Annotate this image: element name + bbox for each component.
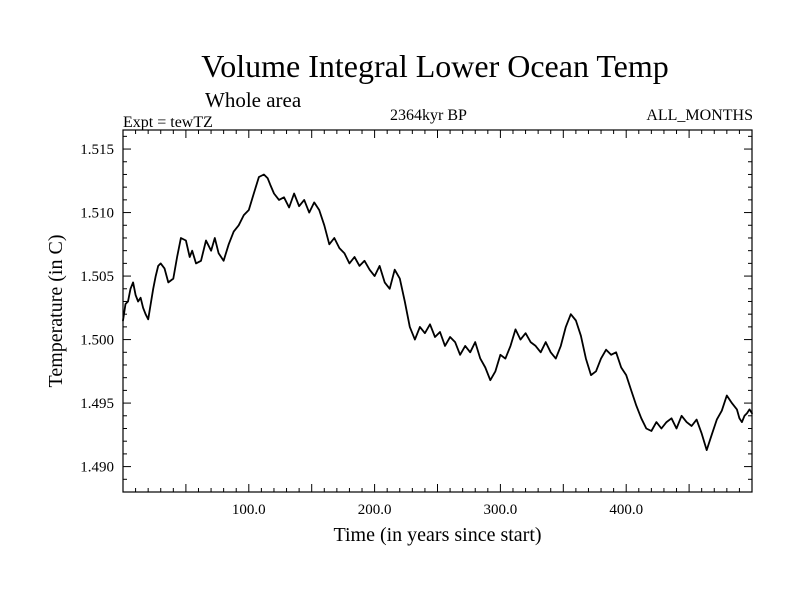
series-line [122, 173, 753, 451]
months-label: ALL_MONTHS [646, 107, 753, 124]
plot-frame [122, 129, 753, 493]
experiment-label: Expt = tewTZ [123, 114, 213, 131]
x-tick-label: 400.0 [609, 502, 643, 518]
y-axis-label: Temperature (in C) [45, 235, 67, 388]
y-tick-label: 1.510 [80, 206, 114, 222]
y-tick-label: 1.505 [80, 269, 114, 285]
x-tick-label: 300.0 [484, 502, 518, 518]
chart-title: Volume Integral Lower Ocean Temp [201, 48, 669, 84]
x-tick-label: 200.0 [358, 502, 392, 518]
period-label: 2364kyr BP [390, 107, 467, 124]
chart-subtitle: Whole area [205, 88, 302, 112]
y-tick-label: 1.495 [80, 396, 114, 412]
y-tick-label: 1.515 [80, 142, 114, 158]
x-tick-label: 100.0 [232, 502, 266, 518]
y-tick-label: 1.500 [80, 333, 114, 349]
y-tick-label: 1.490 [80, 460, 114, 476]
x-axis-label: Time (in years since start) [333, 524, 541, 546]
